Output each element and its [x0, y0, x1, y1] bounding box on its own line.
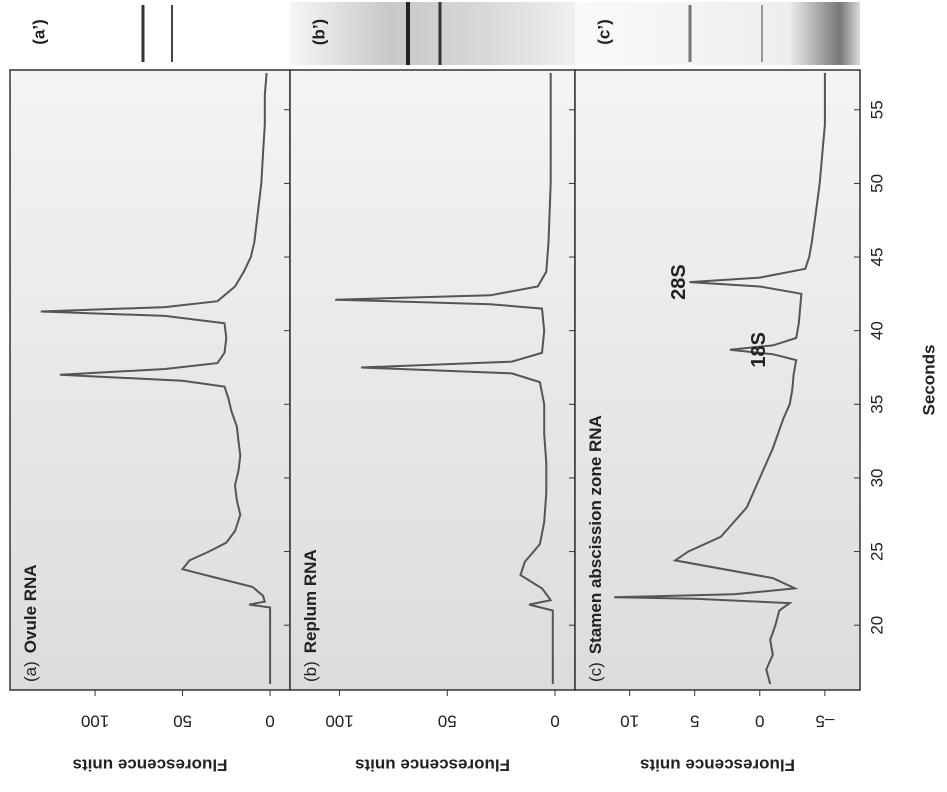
peak-label: 28S	[668, 264, 690, 300]
panel-label: (a) Ovule RNA	[21, 564, 40, 682]
panel-label: (b) Replum RNA	[301, 549, 320, 682]
y-tick-label: 50	[173, 712, 192, 731]
x-tick-label: 30	[867, 468, 886, 487]
x-tick-label: 50	[867, 174, 886, 193]
gel-label: (a’)	[29, 19, 48, 45]
y-tick-label: 0	[550, 712, 559, 731]
y-tick-label: –5	[815, 712, 834, 731]
gel-strip	[290, 2, 575, 65]
y-tick-label: 10	[620, 712, 639, 731]
y-tick-label: 100	[81, 712, 109, 731]
gel-strip	[575, 2, 860, 65]
panel-title: Ovule RNA	[21, 564, 40, 653]
y-tick-label: 0	[755, 712, 764, 731]
y-tick-label: 5	[690, 712, 699, 731]
y-tick-label: 50	[438, 712, 457, 731]
x-tick-label: 35	[867, 395, 886, 414]
x-tick-label: 45	[867, 248, 886, 267]
y-tick-label: 100	[325, 712, 353, 731]
panel-label: (c) Stamen abscission zone RNA	[586, 415, 605, 682]
y-tick-label: 0	[265, 712, 274, 731]
figure: 050100Fluorescence units(a)Ovule RNA(a’)…	[0, 0, 947, 792]
x-axis-label: Seconds	[919, 345, 938, 416]
panel-letter: (a)	[21, 661, 40, 682]
y-axis-label: Fluorescence units	[73, 756, 228, 775]
peak-label: 18S	[748, 332, 770, 368]
x-tick-label: 55	[867, 100, 886, 119]
gel-label: (b’)	[309, 19, 328, 45]
y-axis-label: Fluorescence units	[355, 756, 510, 775]
x-tick-label: 40	[867, 321, 886, 340]
panel-letter: (b)	[301, 661, 320, 682]
gel-label: (c’)	[594, 19, 613, 45]
x-tick-label: 20	[867, 616, 886, 635]
y-axis-label: Fluorescence units	[640, 756, 795, 775]
gel-strip	[10, 2, 290, 65]
panel-title: Stamen abscission zone RNA	[586, 415, 605, 654]
panel-letter: (c)	[586, 662, 605, 682]
x-tick-label: 25	[867, 542, 886, 561]
panel-title: Replum RNA	[301, 549, 320, 653]
page: {"chart_data": [ {"type": "line", "label…	[0, 0, 947, 792]
